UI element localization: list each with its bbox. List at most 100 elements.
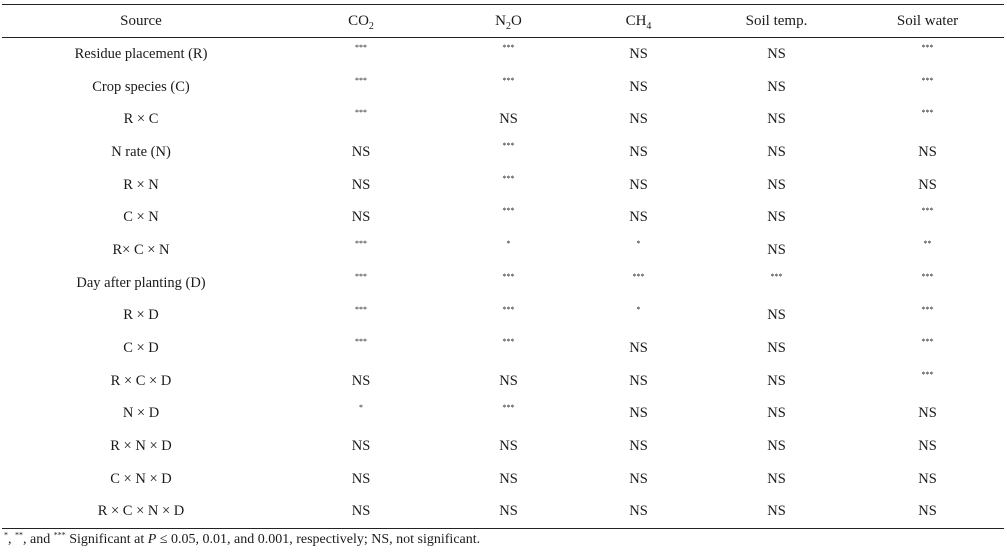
cell-source: N rate (N) xyxy=(111,143,171,160)
cell-soil-temp: NS xyxy=(767,45,786,62)
cell-soil-water: ** xyxy=(923,239,932,249)
cell-source: R × N xyxy=(123,176,159,193)
cell-soil-water: *** xyxy=(921,369,934,379)
table-row: R × C × N × D NS NS NS NS NS xyxy=(2,495,1004,530)
significance-table-container: Source CO2 N2O CH4 Soil temp. Soil water… xyxy=(2,4,1004,530)
cell-n2o: *** xyxy=(502,173,515,183)
cell-ch4: NS xyxy=(629,438,648,455)
footnote-sup-1: * xyxy=(4,530,8,540)
cell-ch4: NS xyxy=(629,176,648,193)
cell-co2: NS xyxy=(280,495,442,530)
table-row: R× C × N *** * * NS ** xyxy=(2,234,1004,267)
header-co2: CO2 xyxy=(280,4,442,38)
header-row: Source CO2 N2O CH4 Soil temp. Soil water xyxy=(2,4,1004,38)
table-row: R × C *** NS NS NS *** xyxy=(2,103,1004,136)
cell-n2o: *** xyxy=(502,206,515,216)
cell-ch4: NS xyxy=(575,495,702,530)
table-body: Residue placement (R) *** *** NS NS *** Crop s… xyxy=(2,38,1004,530)
footnote-text-a: Significant at xyxy=(65,532,148,547)
cell-source: R × C × N × D xyxy=(2,495,280,530)
cell-soil-temp: NS xyxy=(767,176,786,193)
cell-soil-water: NS xyxy=(851,495,1004,530)
cell-co2: NS xyxy=(351,470,371,487)
cell-ch4: *** xyxy=(632,271,645,281)
table-row: Day after planting (D) *** *** *** *** *** xyxy=(2,267,1004,300)
significance-table: Source CO2 N2O CH4 Soil temp. Soil water… xyxy=(2,4,1004,530)
cell-n2o: NS xyxy=(499,438,518,455)
cell-source: R × D xyxy=(123,307,159,324)
cell-n2o: NS xyxy=(499,372,518,389)
cell-soil-temp: NS xyxy=(767,209,786,226)
cell-co2: NS xyxy=(351,143,371,160)
cell-source: R × C × D xyxy=(110,372,172,389)
cell-soil-water: NS xyxy=(918,438,937,455)
cell-soil-water: *** xyxy=(921,304,934,314)
table-row: R × C × D NS NS NS NS *** xyxy=(2,365,1004,398)
cell-source: Day after planting (D) xyxy=(76,274,206,291)
cell-source: C × N xyxy=(123,209,159,226)
table-row: Residue placement (R) *** *** NS NS *** xyxy=(2,38,1004,71)
cell-soil-water: NS xyxy=(918,405,937,422)
cell-co2: * xyxy=(359,402,363,412)
cell-n2o: *** xyxy=(502,75,515,85)
cell-n2o: *** xyxy=(502,337,515,347)
cell-n2o: * xyxy=(506,239,511,249)
cell-co2: *** xyxy=(355,43,367,53)
cell-co2: *** xyxy=(355,271,367,281)
cell-ch4: * xyxy=(636,304,641,314)
footnote-sup-3: *** xyxy=(53,530,66,540)
cell-soil-water: *** xyxy=(921,75,934,85)
table-row: C × N × D NS NS NS NS NS xyxy=(2,463,1004,496)
cell-soil-temp: NS xyxy=(767,438,786,455)
table-row: C × D *** *** NS NS *** xyxy=(2,332,1004,365)
cell-ch4: * xyxy=(636,239,641,249)
cell-ch4: NS xyxy=(629,143,648,160)
cell-co2: NS xyxy=(351,372,371,389)
cell-source: N × D xyxy=(122,405,160,422)
table-row: N × D * *** NS NS NS xyxy=(2,398,1004,431)
cell-co2: *** xyxy=(355,75,367,85)
table-row: C × N NS *** NS NS *** xyxy=(2,201,1004,234)
cell-n2o: *** xyxy=(502,43,515,53)
footnote-p-symbol: P xyxy=(147,532,157,547)
cell-ch4: NS xyxy=(629,372,648,389)
cell-co2: *** xyxy=(355,304,367,314)
cell-source: Residue placement (R) xyxy=(74,45,208,62)
cell-soil-water: NS xyxy=(918,470,937,487)
cell-ch4: NS xyxy=(629,405,648,422)
footnote-text-b: ≤ 0.05, 0.01, and 0.001, respectively; N… xyxy=(156,532,481,547)
cell-co2: *** xyxy=(355,108,367,118)
cell-source: C × D xyxy=(123,340,159,357)
cell-co2: NS xyxy=(351,209,371,226)
cell-n2o: NS xyxy=(499,111,518,128)
cell-soil-temp: NS xyxy=(767,470,786,487)
cell-soil-water: *** xyxy=(921,206,934,216)
table-row: Crop species (C) *** *** NS NS *** xyxy=(2,71,1004,104)
cell-source: R× C × N xyxy=(112,241,170,258)
footnote-sep-2: , and xyxy=(23,532,54,547)
cell-soil-water: NS xyxy=(918,143,937,160)
cell-soil-temp: NS xyxy=(767,111,786,128)
cell-co2: NS xyxy=(351,438,371,455)
cell-n2o: *** xyxy=(502,271,515,281)
table-row: R × N NS *** NS NS NS xyxy=(2,169,1004,202)
cell-ch4: NS xyxy=(629,45,648,62)
cell-soil-water: *** xyxy=(921,43,934,53)
cell-source: Crop species (C) xyxy=(92,78,190,95)
cell-soil-water: *** xyxy=(921,108,934,118)
table-row: R × N × D NS NS NS NS NS xyxy=(2,430,1004,463)
cell-soil-temp: NS xyxy=(767,307,786,324)
cell-source: R × C xyxy=(123,111,159,128)
footnote-sep-1: , xyxy=(8,532,15,547)
cell-source: R × N × D xyxy=(110,438,172,455)
cell-soil-temp: NS xyxy=(767,78,786,95)
cell-soil-water: *** xyxy=(921,271,934,281)
header-ch4: CH4 xyxy=(575,4,702,38)
cell-co2: *** xyxy=(355,337,367,347)
cell-soil-temp: NS xyxy=(767,241,786,258)
table-header: Source CO2 N2O CH4 Soil temp. Soil water xyxy=(2,4,1004,38)
table-footnote: *, **, and *** Significant at P ≤ 0.05, … xyxy=(4,530,481,548)
header-source: Source xyxy=(2,4,280,38)
header-soil-water: Soil water xyxy=(851,4,1004,38)
cell-soil-temp: *** xyxy=(770,271,783,281)
